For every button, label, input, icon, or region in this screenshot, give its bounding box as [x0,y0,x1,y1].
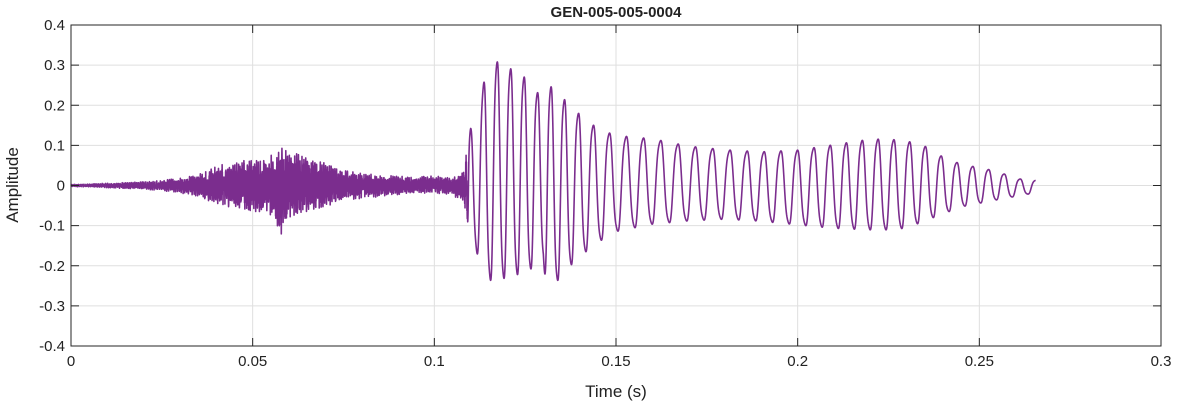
y-tick-label: 0.3 [44,57,65,74]
y-axis-label: Amplitude [3,147,22,223]
y-tick-label: -0.4 [39,338,65,355]
y-tick-label: -0.3 [39,298,65,315]
plot-area [70,61,1037,282]
x-tick-label: 0.2 [787,353,808,370]
y-tick-label: 0.4 [44,17,65,34]
x-tick-label: 0.05 [238,353,267,370]
x-tick-label: 0.3 [1151,353,1172,370]
x-tick-label: 0.15 [601,353,630,370]
series-line-waveform [70,61,1037,282]
x-tick-label: 0.1 [424,353,445,370]
x-axis-label: Time (s) [585,382,647,401]
chart-title: GEN-005-005-0004 [551,4,683,21]
y-tick-label: 0.2 [44,97,65,114]
y-tick-label: -0.2 [39,258,65,275]
x-tick-label: 0.25 [965,353,994,370]
axis-ticks: 0 0.05 0.1 0.15 0.2 0.25 0.3 -0.4 -0.3 -0.2 -0.1 0 0… [39,17,1171,370]
y-tick-label: -0.1 [39,218,65,235]
y-tick-label: 0 [57,178,65,195]
y-tick-label: 0.1 [44,137,65,154]
x-tick-label: 0 [67,353,75,370]
